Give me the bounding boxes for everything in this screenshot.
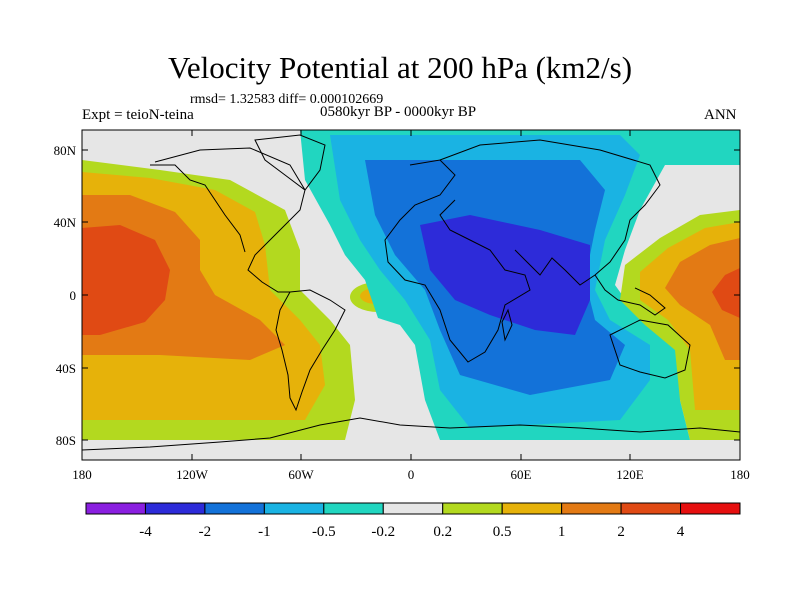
coast-eurasia [439, 139, 661, 286]
coast-australia [609, 319, 691, 379]
colorbar-label: -1 [258, 524, 271, 540]
map-title: Velocity Potential at 200 hPa (km2/s) [167, 50, 633, 85]
field-east-pos-4 [712, 268, 740, 318]
colorbar-swatch [263, 502, 325, 515]
coast-greenland [254, 134, 326, 191]
map-ticks [81, 130, 741, 460]
colorbar-label: -0.5 [312, 524, 336, 540]
coast-indochina-indonesia [594, 274, 666, 316]
colorbar-swatch [323, 502, 384, 515]
colorbar-label: 0.2 [433, 524, 452, 540]
lat-label: 80N [54, 143, 77, 158]
coast-madagascar [501, 308, 513, 342]
field-east-pos-2 [665, 238, 740, 360]
coast-europe-africa [384, 159, 531, 363]
colorbar-swatch [204, 502, 265, 515]
colorbar-label: -4 [139, 524, 152, 540]
lon-label: 60W [288, 467, 314, 482]
colorbar-swatch [144, 502, 206, 515]
colorbar-swatch [561, 502, 622, 515]
period-label: 0580kyr BP - 0000kyr BP [320, 104, 477, 120]
lon-label: 180 [72, 467, 92, 482]
lat-labels: 80N 40N 0 40S 80S [54, 143, 77, 448]
coast-north-america [154, 147, 306, 293]
colorbar-label: 0.5 [493, 524, 512, 540]
coast-alaska [150, 164, 246, 253]
colorbar-swatch [620, 502, 682, 515]
colorbar-swatch [680, 502, 741, 515]
lat-label: 40S [56, 361, 76, 376]
lon-label: 120E [616, 467, 644, 482]
field-west-pos-4 [82, 225, 170, 335]
colorbar-swatch [382, 502, 444, 515]
lon-label: 60E [511, 467, 532, 482]
lon-label: 180 [730, 467, 750, 482]
colorbar-label: 4 [677, 524, 685, 540]
colorbar-label: 1 [558, 524, 566, 540]
colorbar-swatch [442, 502, 503, 515]
coast-antarctica [82, 417, 740, 451]
colorbar-label: -0.2 [371, 524, 395, 540]
lat-label: 80S [56, 433, 76, 448]
field-east-neg-2 [420, 215, 590, 335]
coastlines [82, 134, 740, 451]
coast-south-america [275, 289, 346, 412]
experiment-label: Expt = teioN-teina [82, 107, 194, 123]
stats-label: rmsd= 1.32583 diff= 0.000102669 [190, 92, 384, 107]
season-label: ANN [704, 107, 737, 123]
lat-label: 0 [70, 288, 77, 303]
colorbar-label: -2 [199, 524, 212, 540]
lat-label: 40N [54, 215, 77, 230]
colorbar-swatch [501, 502, 563, 515]
colorbar: -4 -2 -1 -0.5 -0.2 0.2 0.5 1 2 4 [85, 502, 741, 540]
lon-labels: 180 120W 60W 0 60E 120E 180 [72, 467, 750, 482]
lon-label: 120W [176, 467, 209, 482]
contour-fields [82, 130, 740, 460]
colorbar-label: 2 [617, 524, 625, 540]
lon-label: 0 [408, 467, 415, 482]
colorbar-swatch [85, 502, 146, 515]
